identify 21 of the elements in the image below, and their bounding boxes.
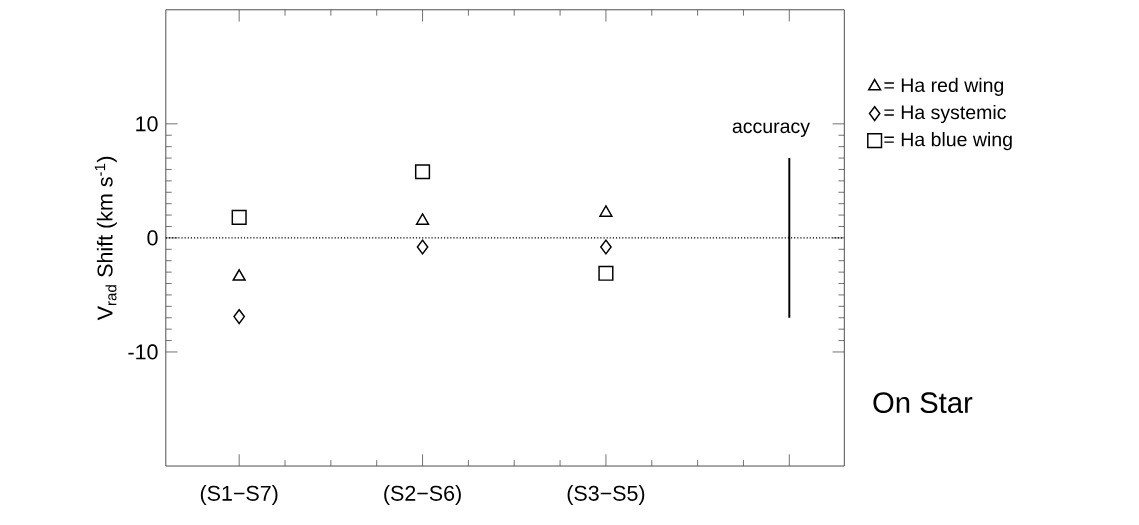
point <box>414 164 431 180</box>
point <box>233 309 246 325</box>
y-tick-label: 0 <box>147 230 158 246</box>
x-tick-label: (S3−S5) <box>567 485 645 506</box>
x-tick-label: (S1−S7) <box>200 485 278 506</box>
point <box>599 205 613 218</box>
text: On Star <box>873 392 973 414</box>
y-axis-title: V$_{rad}$ Shift (km s$^{-1}$) <box>94 156 117 321</box>
legend-label: = Ha blue wing <box>884 132 1012 151</box>
point <box>416 239 429 255</box>
point <box>232 269 246 281</box>
annotation: accuracy <box>732 122 810 138</box>
point <box>415 213 430 226</box>
legend-label: = Ha red wing <box>884 77 1004 97</box>
point <box>600 239 612 255</box>
point <box>231 209 247 226</box>
y-tick-label: -10 <box>128 344 158 360</box>
x-tick-label: (S2−S6) <box>384 485 461 506</box>
legend-label: = Ha systemic <box>884 104 1006 124</box>
y-tick-label: 10 <box>136 116 158 132</box>
point <box>598 265 614 281</box>
